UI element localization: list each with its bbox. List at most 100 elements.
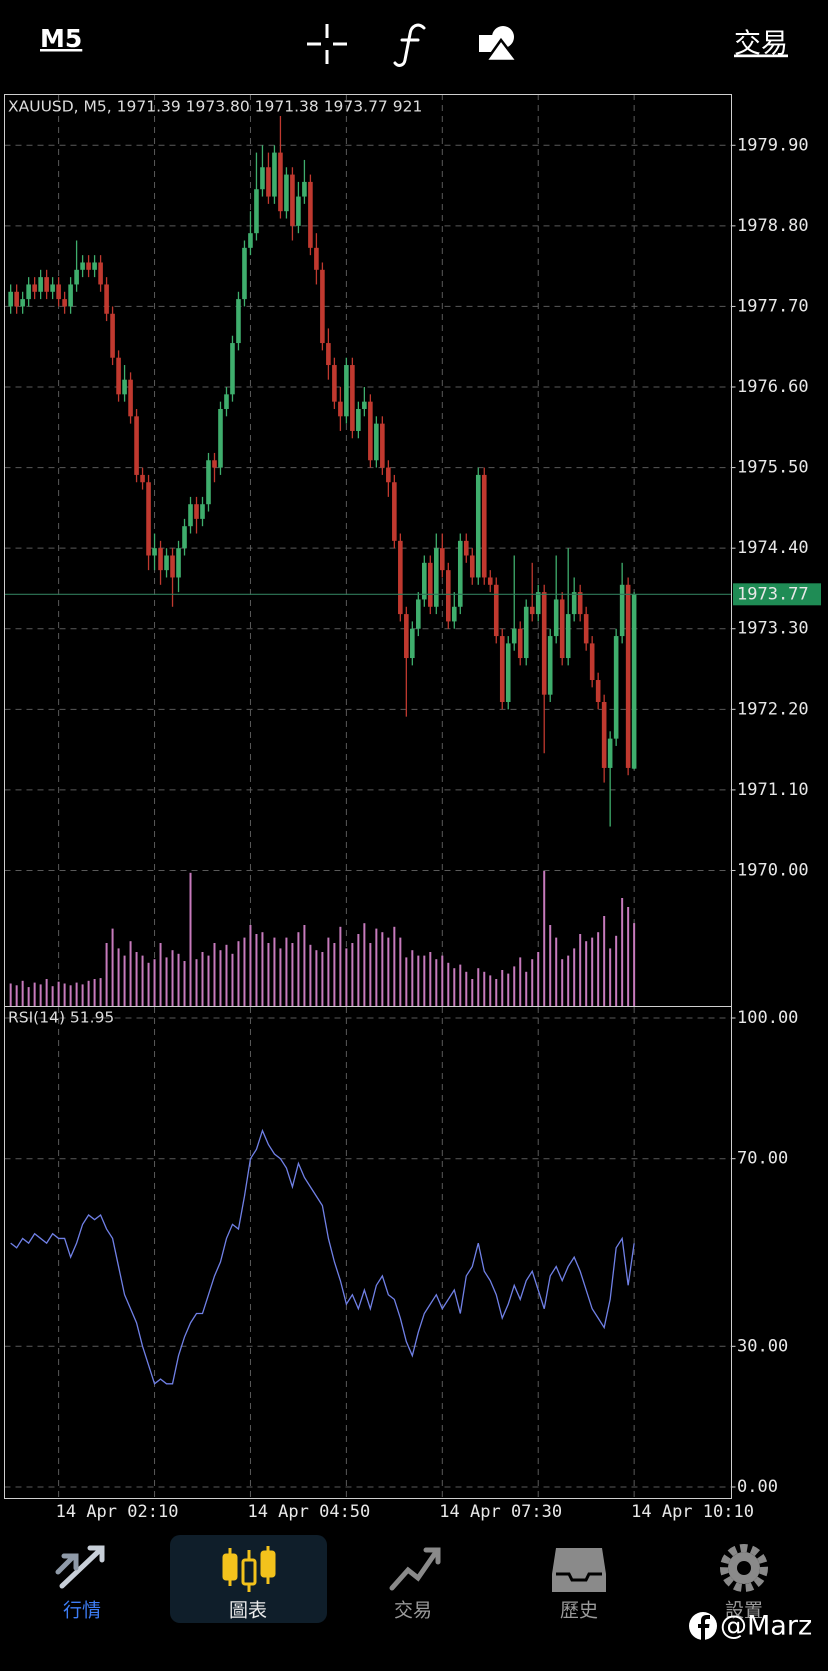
candle-body [158,548,163,571]
candle-body [529,606,535,615]
y-tick-label: 1971.10 [737,780,809,800]
icon-stroke [393,23,426,67]
volume-bar [147,962,150,1006]
volume-bar [495,979,498,1006]
volume-bar [81,984,84,1006]
volume-bar [621,898,624,1006]
volume-bar [183,961,186,1006]
candle-body [50,284,55,292]
volume-bar [483,971,486,1006]
candle-body [74,269,79,285]
quotes-icon[interactable] [55,1545,105,1589]
volume-bar [609,948,612,1006]
nav-tab-label[interactable]: 設置 [725,1600,763,1622]
candle-body [80,262,85,270]
candle-body [392,482,397,541]
chart-icon[interactable] [222,1546,276,1592]
volume-bar [441,955,444,1006]
volume-bar [351,943,354,1006]
candle-body [236,299,241,344]
timeframe-button[interactable]: M5 [40,24,82,53]
candle-body [523,606,529,659]
volume-bar [489,975,492,1006]
objects-icon[interactable] [479,26,520,63]
volume-bar [153,959,156,1006]
candle-body [98,262,103,285]
volume-bar [213,943,216,1006]
watermark-text: @Marz [720,1611,812,1642]
volume-bar [429,952,432,1006]
volume-bar [189,872,192,1006]
volume-bar [201,952,204,1006]
candle-body [38,277,43,292]
volume-bar [69,985,72,1006]
volume-bar [453,968,456,1006]
crosshair-icon[interactable] [307,24,347,64]
candle-body [559,599,565,659]
indicator-icon[interactable] [393,23,426,67]
y-tick-label: 1975.50 [737,458,809,478]
candle-body [607,738,613,768]
candle-body [218,408,223,468]
volume-bar [9,983,12,1006]
volume-bar [285,937,288,1006]
watermark-logo-mark [698,1615,710,1640]
y-tick-label: 1972.20 [737,699,809,719]
x-tick-label: 14 Apr 04:50 [247,1502,370,1522]
history-icon[interactable] [552,1548,606,1592]
settings-icon[interactable] [720,1544,768,1592]
candle-body [326,343,331,366]
candle-body [266,167,271,197]
volume-bar [171,950,174,1006]
y-tick-label: 70.00 [737,1149,788,1169]
icon-stroke [59,1545,105,1589]
volume-bar [33,982,36,1006]
nav-tab-label[interactable]: 行情 [63,1600,101,1622]
candle-body [619,584,625,637]
volume-bar [327,937,330,1006]
candle-body [56,284,61,300]
candle-body [398,540,403,615]
candle-body [200,504,205,519]
volume-bar [135,952,138,1006]
volume-bar [267,943,270,1006]
candle-body [547,636,553,695]
nav-tab-label[interactable]: 交易 [394,1600,432,1622]
volume-bar [411,950,414,1006]
volume-bar [525,971,528,1006]
icon-hole [737,1561,751,1575]
candle-body [164,555,169,571]
candle-body [14,291,19,307]
nav-tab-label[interactable]: 圖表 [229,1600,267,1622]
volume-bar [159,943,162,1006]
candle-body [487,577,493,585]
nav-tab-label[interactable]: 歷史 [560,1600,598,1622]
icon-body [241,1558,257,1586]
candle-body [356,408,361,431]
volume-bar [597,932,600,1006]
candle-body [416,599,421,629]
candle-body [481,474,487,578]
icon-stroke [55,1553,79,1575]
volume-bar [27,987,30,1006]
candle-body [194,504,199,519]
candle-body [8,291,13,307]
icon-stroke [556,1572,602,1582]
volume-bar [405,957,408,1006]
candle-body [140,474,145,483]
candle-body [595,680,601,702]
icon-teeth [720,1544,768,1592]
trade-icon[interactable] [389,1547,441,1591]
trade-button[interactable]: 交易 [734,29,788,60]
candle-body [116,357,121,395]
volume-bar [237,941,240,1006]
volume-bar [129,941,132,1006]
x-tick-label: 14 Apr 10:10 [631,1502,754,1522]
volume-bar [243,937,246,1006]
volume-bar [273,937,276,1006]
candle-body [128,379,133,417]
volume-bar [117,948,120,1006]
volume-bar [195,959,198,1006]
candle-body [463,540,469,556]
